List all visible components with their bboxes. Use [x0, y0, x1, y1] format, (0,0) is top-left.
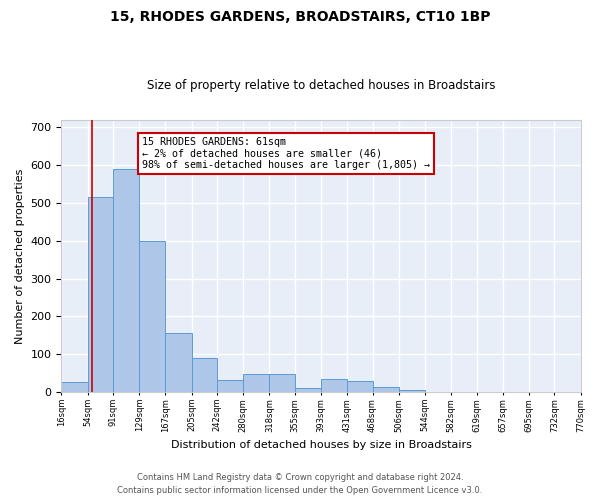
Y-axis label: Number of detached properties: Number of detached properties: [15, 168, 25, 344]
Bar: [347, 381, 373, 392]
X-axis label: Distribution of detached houses by size in Broadstairs: Distribution of detached houses by size …: [170, 440, 472, 450]
Bar: [269, 374, 295, 392]
Bar: [191, 358, 217, 392]
Bar: [217, 380, 243, 392]
Bar: [113, 169, 139, 392]
Bar: [166, 333, 191, 392]
Bar: [88, 197, 113, 392]
Text: 15 RHODES GARDENS: 61sqm
← 2% of detached houses are smaller (46)
98% of semi-de: 15 RHODES GARDENS: 61sqm ← 2% of detache…: [142, 138, 430, 170]
Bar: [243, 374, 269, 392]
Bar: [139, 240, 166, 392]
Text: Contains HM Land Registry data © Crown copyright and database right 2024.
Contai: Contains HM Land Registry data © Crown c…: [118, 474, 482, 495]
Bar: [399, 390, 425, 392]
Title: Size of property relative to detached houses in Broadstairs: Size of property relative to detached ho…: [147, 79, 495, 92]
Text: 15, RHODES GARDENS, BROADSTAIRS, CT10 1BP: 15, RHODES GARDENS, BROADSTAIRS, CT10 1B…: [110, 10, 490, 24]
Bar: [373, 386, 399, 392]
Bar: [321, 379, 347, 392]
Bar: [61, 382, 88, 392]
Bar: [295, 388, 321, 392]
